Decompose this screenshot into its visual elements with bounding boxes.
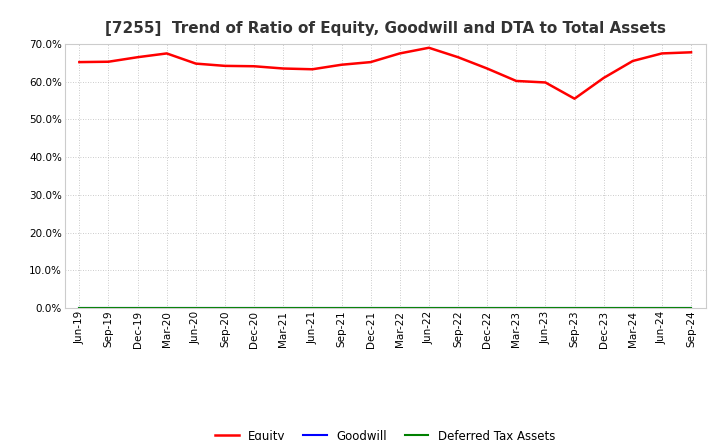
Deferred Tax Assets bbox=[483, 305, 492, 311]
Goodwill bbox=[512, 305, 521, 311]
Goodwill bbox=[104, 305, 113, 311]
Deferred Tax Assets bbox=[425, 305, 433, 311]
Goodwill bbox=[337, 305, 346, 311]
Goodwill bbox=[220, 305, 229, 311]
Equity bbox=[425, 45, 433, 51]
Deferred Tax Assets bbox=[337, 305, 346, 311]
Equity bbox=[75, 59, 84, 65]
Goodwill bbox=[629, 305, 637, 311]
Equity bbox=[133, 55, 142, 60]
Equity bbox=[541, 80, 550, 85]
Deferred Tax Assets bbox=[192, 305, 200, 311]
Line: Equity: Equity bbox=[79, 48, 691, 99]
Equity bbox=[454, 55, 462, 60]
Equity bbox=[104, 59, 113, 64]
Equity bbox=[395, 51, 404, 56]
Goodwill bbox=[657, 305, 666, 311]
Deferred Tax Assets bbox=[308, 305, 317, 311]
Goodwill bbox=[279, 305, 287, 311]
Deferred Tax Assets bbox=[629, 305, 637, 311]
Equity bbox=[687, 50, 696, 55]
Goodwill bbox=[366, 305, 375, 311]
Deferred Tax Assets bbox=[395, 305, 404, 311]
Deferred Tax Assets bbox=[454, 305, 462, 311]
Goodwill bbox=[599, 305, 608, 311]
Deferred Tax Assets bbox=[512, 305, 521, 311]
Equity bbox=[337, 62, 346, 67]
Equity bbox=[192, 61, 200, 66]
Equity bbox=[220, 63, 229, 69]
Goodwill bbox=[483, 305, 492, 311]
Goodwill bbox=[250, 305, 258, 311]
Goodwill bbox=[570, 305, 579, 311]
Deferred Tax Assets bbox=[366, 305, 375, 311]
Equity bbox=[629, 59, 637, 64]
Deferred Tax Assets bbox=[250, 305, 258, 311]
Goodwill bbox=[192, 305, 200, 311]
Deferred Tax Assets bbox=[279, 305, 287, 311]
Equity bbox=[599, 75, 608, 81]
Goodwill bbox=[75, 305, 84, 311]
Deferred Tax Assets bbox=[657, 305, 666, 311]
Goodwill bbox=[541, 305, 550, 311]
Equity bbox=[512, 78, 521, 84]
Deferred Tax Assets bbox=[163, 305, 171, 311]
Equity bbox=[163, 51, 171, 56]
Equity bbox=[279, 66, 287, 71]
Deferred Tax Assets bbox=[570, 305, 579, 311]
Equity bbox=[483, 66, 492, 71]
Goodwill bbox=[133, 305, 142, 311]
Equity bbox=[366, 59, 375, 65]
Deferred Tax Assets bbox=[104, 305, 113, 311]
Goodwill bbox=[395, 305, 404, 311]
Goodwill bbox=[163, 305, 171, 311]
Title: [7255]  Trend of Ratio of Equity, Goodwill and DTA to Total Assets: [7255] Trend of Ratio of Equity, Goodwil… bbox=[104, 21, 666, 36]
Deferred Tax Assets bbox=[133, 305, 142, 311]
Goodwill bbox=[687, 305, 696, 311]
Deferred Tax Assets bbox=[599, 305, 608, 311]
Equity bbox=[570, 96, 579, 101]
Equity bbox=[657, 51, 666, 56]
Deferred Tax Assets bbox=[541, 305, 550, 311]
Legend: Equity, Goodwill, Deferred Tax Assets: Equity, Goodwill, Deferred Tax Assets bbox=[210, 425, 560, 440]
Goodwill bbox=[308, 305, 317, 311]
Goodwill bbox=[425, 305, 433, 311]
Deferred Tax Assets bbox=[220, 305, 229, 311]
Deferred Tax Assets bbox=[75, 305, 84, 311]
Deferred Tax Assets bbox=[687, 305, 696, 311]
Equity bbox=[250, 64, 258, 69]
Goodwill bbox=[454, 305, 462, 311]
Equity bbox=[308, 66, 317, 72]
